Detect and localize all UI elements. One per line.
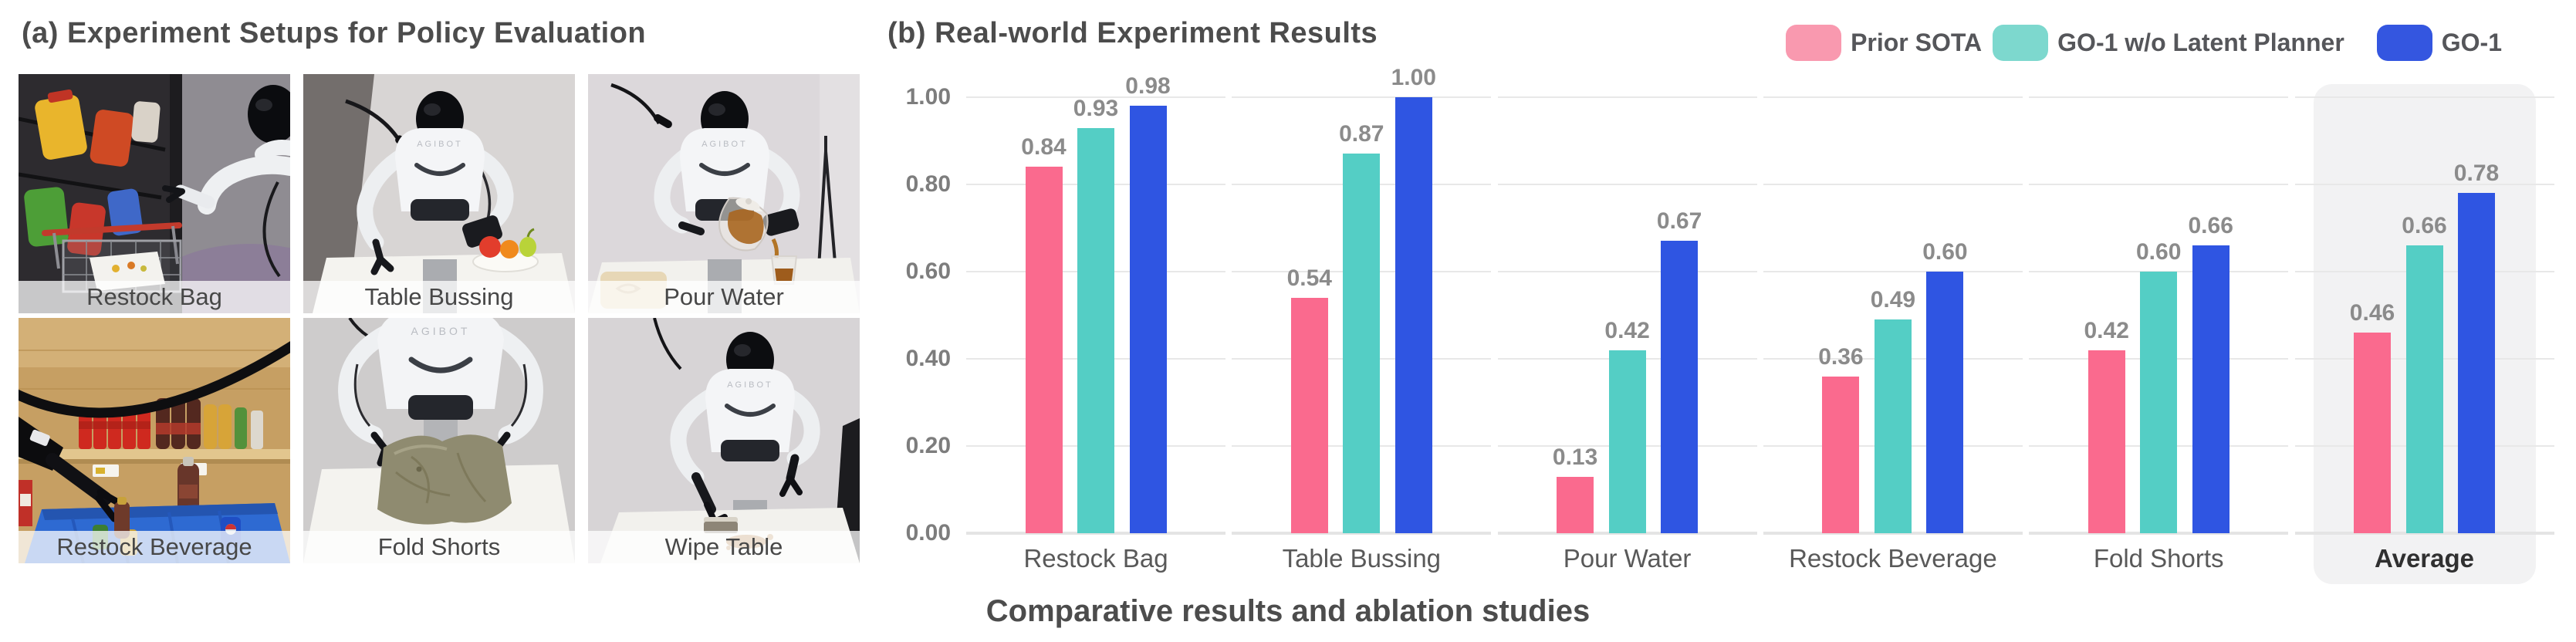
photo-label-wipe-table: Wipe Table <box>588 531 860 563</box>
photo-label-restock-bag: Restock Bag <box>19 281 290 313</box>
bar-value-label: 0.42 <box>2084 318 2129 343</box>
bar-go-1-w-o-latent-planner <box>2140 272 2178 533</box>
bar-go-1-w-o-latent-planner <box>1077 128 1114 533</box>
gridline <box>2294 184 2554 185</box>
gridline <box>2029 96 2289 98</box>
photo-fold-shorts: AGIBOT Fold Shorts <box>303 318 575 563</box>
x-axis-baseline <box>2294 532 2554 535</box>
bar-go-1 <box>2192 245 2229 533</box>
bar-go-1 <box>1394 97 1432 533</box>
photo-label-table-bussing: Table Bussing <box>303 281 575 313</box>
photo-restock-beverage: Restock Beverage <box>19 318 290 563</box>
photo-restock-bag: Restock Bag <box>19 74 290 313</box>
x-axis-baseline <box>1232 532 1492 535</box>
bar-prior-sota <box>1822 377 1860 533</box>
photo-wipe-table: Wipe Table <box>588 318 860 563</box>
bar-value-label: 0.87 <box>1339 121 1384 147</box>
bar-prior-sota <box>1557 477 1594 533</box>
gridline <box>1497 96 1757 98</box>
bar-prior-sota <box>2088 350 2125 533</box>
legend-swatch-go1-wo-latent-planner <box>1993 25 2049 61</box>
bar-value-label: 0.49 <box>1870 287 1916 313</box>
photo-label-pour-water: Pour Water <box>588 281 860 313</box>
y-axis-tick-label: 1.00 <box>905 84 951 110</box>
bar-value-label: 0.60 <box>1922 239 1968 265</box>
y-axis-tick-label: 0.20 <box>905 433 951 458</box>
bar-value-label: 0.67 <box>1656 208 1702 234</box>
gridline <box>1497 184 1757 185</box>
photo-table-bussing: Table Bussing <box>303 74 575 313</box>
y-axis-tick-label: 0.40 <box>905 346 951 371</box>
x-axis-baseline <box>2029 532 2289 535</box>
bar-value-label: 0.13 <box>1552 444 1598 470</box>
figure-caption: Comparative results and ablation studies <box>985 594 1591 628</box>
bar-value-label: 0.78 <box>2453 160 2500 186</box>
x-axis-category-label: Restock Bag <box>1023 544 1168 573</box>
legend-item-prior-sota: Prior SOTA <box>1786 25 1982 61</box>
bar-value-label: 1.00 <box>1391 65 1436 90</box>
bar-value-label: 0.46 <box>2349 300 2395 326</box>
bar-go-1 <box>1926 272 1964 533</box>
fold-shorts-photo-art: AGIBOT <box>303 318 575 563</box>
x-axis-baseline <box>1497 532 1757 535</box>
y-axis-tick-label: 0.00 <box>905 520 951 546</box>
legend-swatch-prior-sota <box>1786 25 1842 61</box>
bar-go-1 <box>1661 241 1699 533</box>
legend-label-go1: GO-1 <box>2441 29 2502 56</box>
bar-value-label: 0.66 <box>2188 213 2233 238</box>
x-axis-baseline <box>966 532 1225 535</box>
gridline <box>1763 271 2023 272</box>
bar-prior-sota <box>1025 167 1063 533</box>
svg-text:AGIBOT: AGIBOT <box>411 325 471 337</box>
x-axis-category-label: Table Bussing <box>1282 544 1442 573</box>
x-axis-category-label: Fold Shorts <box>2093 544 2224 573</box>
x-axis-baseline <box>1763 532 2023 535</box>
bar-go-1-w-o-latent-planner <box>1608 350 1646 533</box>
bar-go-1 <box>1129 106 1167 533</box>
x-axis-category-label: Pour Water <box>1563 544 1692 573</box>
bar-value-label: 0.36 <box>1818 344 1864 370</box>
gridline <box>1232 96 1492 98</box>
x-axis-category-label: Average <box>2374 544 2475 573</box>
panel-a-title: (a) Experiment Setups for Policy Evaluat… <box>22 17 647 49</box>
bar-value-label: 0.93 <box>1073 96 1119 121</box>
bar-value-label: 0.66 <box>2402 213 2447 238</box>
gridline <box>2029 184 2289 185</box>
legend-swatch-go1 <box>2376 25 2432 61</box>
x-axis-category-label: Restock Beverage <box>1789 544 1997 573</box>
gridline <box>1763 96 2023 98</box>
panel-b-title: (b) Real-world Experiment Results <box>887 17 1378 49</box>
bar-value-label: 0.60 <box>2135 239 2182 265</box>
bar-value-label: 0.42 <box>1604 318 1650 343</box>
bar-prior-sota <box>1290 298 1328 533</box>
y-axis-tick-label: 0.60 <box>905 258 951 284</box>
bar-value-label: 0.54 <box>1286 265 1332 291</box>
bar-value-label: 0.98 <box>1125 73 1171 99</box>
legend-item-go1: GO-1 <box>2376 25 2502 61</box>
gridline <box>2294 96 2554 98</box>
gridline <box>1763 184 2023 185</box>
bar-value-label: 0.84 <box>1021 134 1067 160</box>
gridline <box>1497 271 1757 272</box>
y-axis-tick-label: 0.80 <box>905 171 951 197</box>
chart-legend: Prior SOTA GO-1 w/o Latent Planner GO-1 <box>1786 25 2502 61</box>
photo-label-restock-beverage: Restock Beverage <box>19 531 290 563</box>
legend-label-go1-wo-latent-planner: GO-1 w/o Latent Planner <box>2057 29 2344 56</box>
bar-go-1-w-o-latent-planner <box>2405 245 2443 533</box>
legend-label-prior-sota: Prior SOTA <box>1851 29 1983 56</box>
photo-label-fold-shorts: Fold Shorts <box>303 531 575 563</box>
bar-go-1-w-o-latent-planner <box>1343 154 1381 533</box>
photo-pour-water: Pour Water <box>588 74 860 313</box>
bar-prior-sota <box>2354 333 2391 533</box>
bar-go-1-w-o-latent-planner <box>1874 319 1912 533</box>
gridline <box>966 96 1225 98</box>
bar-go-1 <box>2458 193 2495 533</box>
legend-item-go1-wo-latent-planner: GO-1 w/o Latent Planner <box>1993 25 2344 61</box>
